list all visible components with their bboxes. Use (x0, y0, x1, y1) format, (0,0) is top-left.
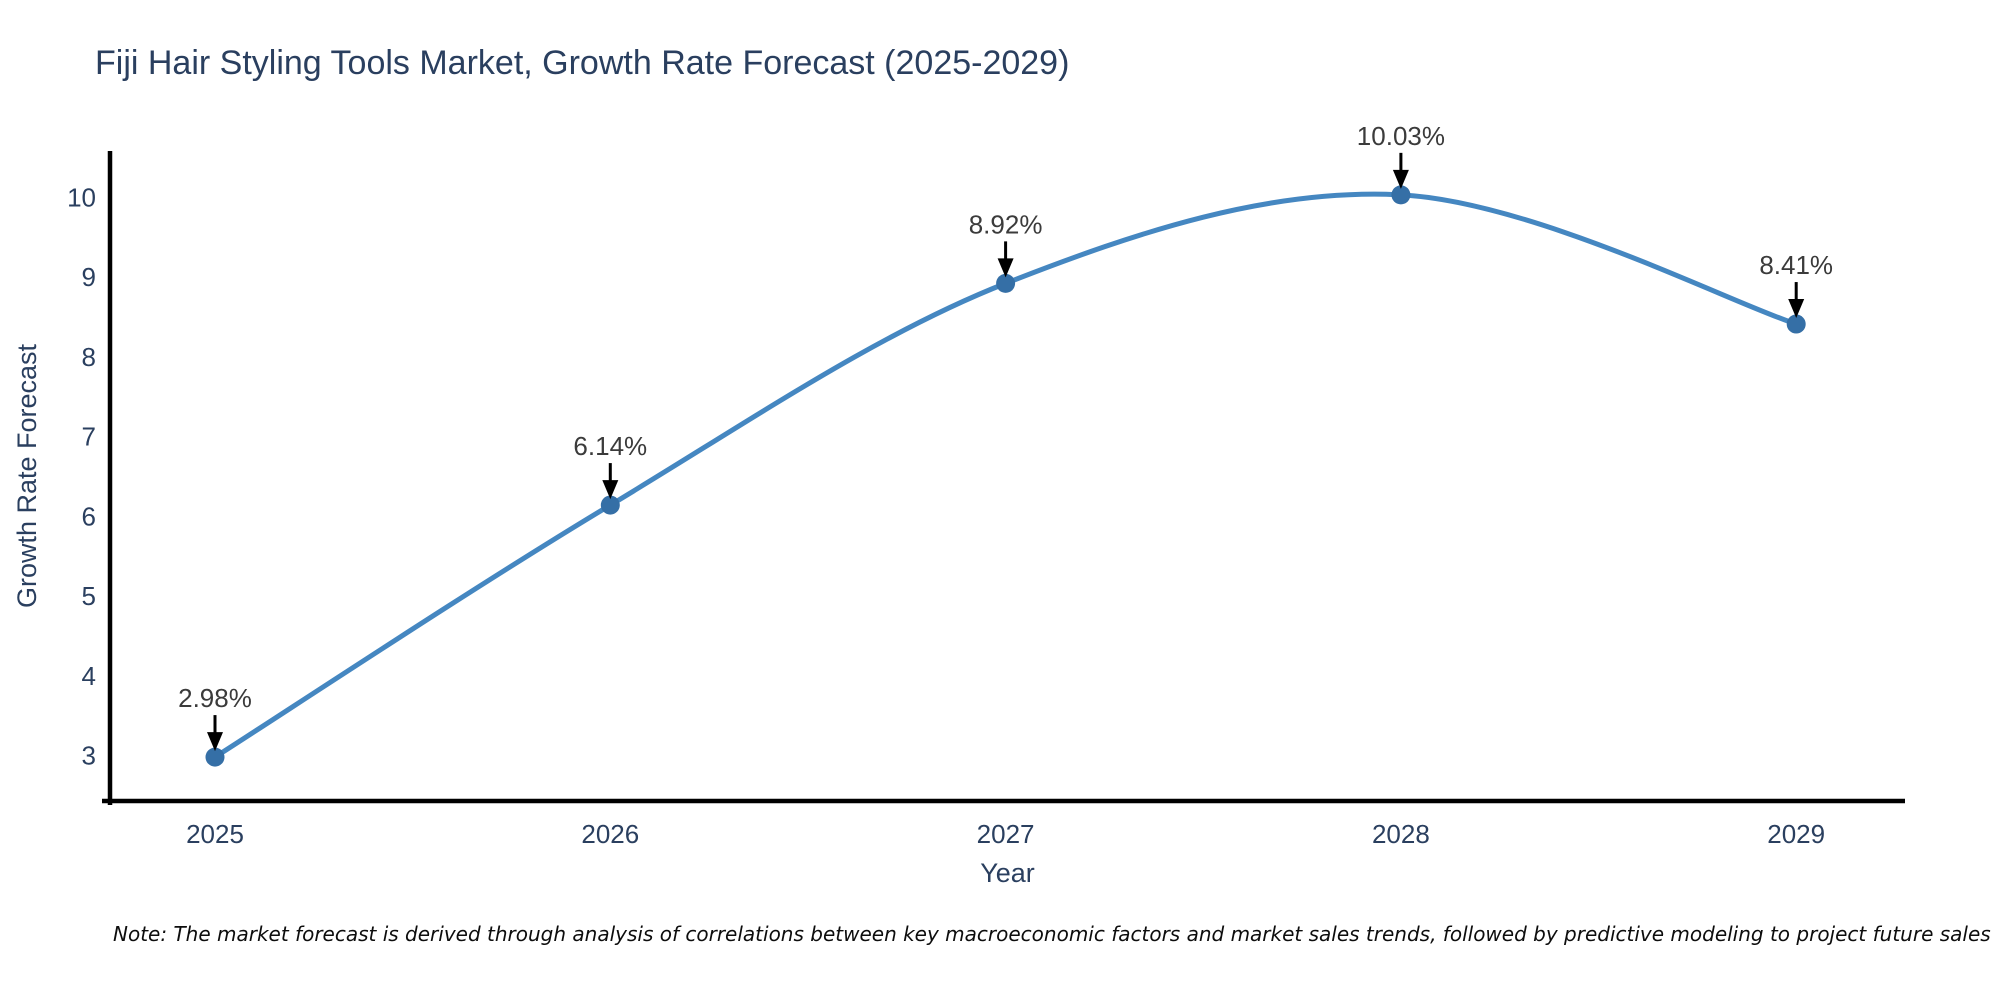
data-point-2027[interactable] (996, 273, 1016, 293)
point-annotation: 10.03% (1357, 121, 1445, 151)
annotation-arrow-head (1788, 299, 1805, 319)
x-tick-label: 2027 (977, 819, 1035, 849)
y-axis-title: Growth Rate Forecast (12, 343, 42, 608)
point-annotation: 8.92% (969, 209, 1043, 239)
x-tick-label: 2029 (1767, 819, 1825, 849)
data-point-2028[interactable] (1391, 185, 1411, 205)
data-point-2029[interactable] (1786, 314, 1806, 334)
data-point-2026[interactable] (600, 495, 620, 515)
x-axis-title: Year (980, 858, 1035, 888)
annotation-arrow-head (1392, 169, 1409, 189)
x-tick-label: 2025 (186, 819, 244, 849)
x-tick-label: 2028 (1372, 819, 1430, 849)
chart-title: Fiji Hair Styling Tools Market, Growth R… (95, 44, 1070, 82)
chart-note: Note: The market forecast is derived thr… (113, 922, 1991, 946)
y-tick-label: 7 (82, 422, 96, 452)
annotation-arrow-head (602, 480, 619, 500)
point-annotation: 2.98% (178, 683, 252, 713)
annotation-arrow-head (207, 732, 223, 752)
y-tick-label: 9 (82, 262, 96, 292)
y-tick-label: 5 (82, 581, 96, 611)
data-point-2025[interactable] (205, 747, 225, 767)
point-annotation: 6.14% (573, 431, 647, 461)
annotation-arrow-head (997, 258, 1014, 278)
point-annotation: 8.41% (1759, 250, 1833, 280)
y-tick-label: 3 (82, 741, 96, 771)
y-tick-label: 6 (82, 501, 96, 531)
y-tick-label: 8 (82, 342, 96, 372)
x-tick-label: 2026 (581, 819, 639, 849)
y-tick-label: 10 (67, 182, 96, 212)
y-tick-label: 4 (82, 661, 96, 691)
